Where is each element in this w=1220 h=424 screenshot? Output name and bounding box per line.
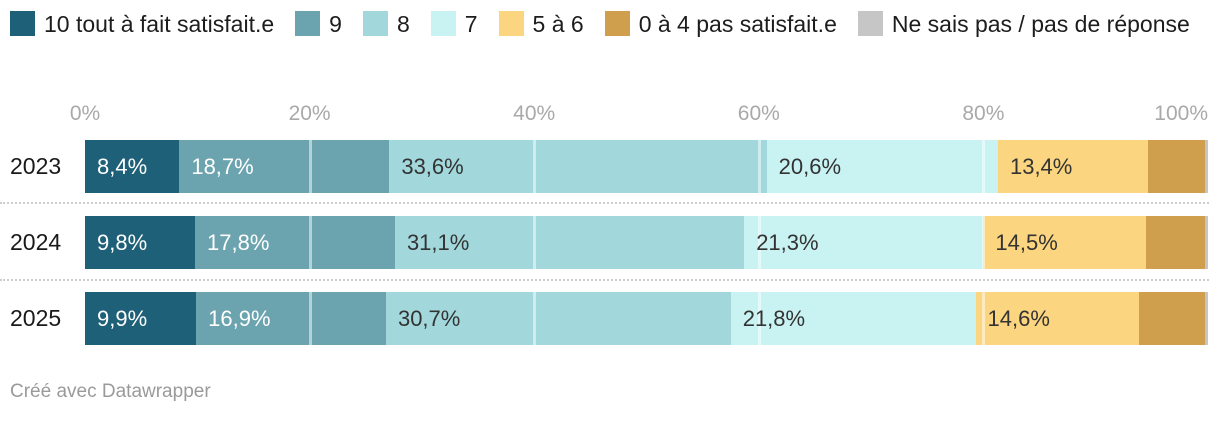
axis-tick-label: 20% <box>288 102 331 125</box>
legend-item-4: 5 à 6 <box>498 11 584 37</box>
segment-value-label: 9,8% <box>97 230 148 255</box>
gridline <box>533 140 537 193</box>
legend-label: 8 <box>396 11 410 37</box>
legend-item-2: 8 <box>362 11 410 37</box>
segment-value-label: 33,6% <box>401 154 464 179</box>
segment-value-label: 21,3% <box>756 230 819 255</box>
row-year-label: 2025 <box>10 305 62 331</box>
bar-segment-2: 31,1% <box>394 216 745 269</box>
bar-segment-0: 8,4% <box>85 140 180 193</box>
gridline <box>308 140 312 193</box>
legend-swatch-icon <box>295 11 321 36</box>
bar-segment-0: 9,9% <box>85 292 197 345</box>
bar-segment-3: 21,3% <box>744 216 984 269</box>
gridline <box>982 140 986 193</box>
legend-swatch-icon <box>498 11 524 36</box>
bar-row-2025: 2025 9,9% 16,9% 30,7% 21,8% 14,6% <box>0 292 1220 345</box>
axis-tick-label: 80% <box>962 102 1005 125</box>
bar-segment-4: 14,6% <box>975 292 1140 345</box>
legend-label: 9 <box>329 11 342 37</box>
segment-value-label: 14,5% <box>995 230 1058 255</box>
x-axis: 0% 20% 40% 60% 80% 100% <box>70 102 1208 128</box>
segment-value-label: 9,9% <box>97 306 148 331</box>
legend-swatch-icon <box>430 11 456 36</box>
legend-label: 10 tout à fait satisfait.e <box>44 11 275 37</box>
legend: 10 tout à fait satisfait.e 9 8 7 5 à 6 0 à 4 … <box>10 2 1212 46</box>
axis-tick-label: 60% <box>737 102 780 125</box>
stacked-bar: 9,9% 16,9% 30,7% 21,8% 14,6% <box>85 292 1208 345</box>
bar-segment-1: 17,8% <box>195 216 395 269</box>
bar-segment-2: 30,7% <box>385 292 731 345</box>
row-year-label: 2024 <box>10 229 62 255</box>
legend-label: 7 <box>464 11 478 37</box>
legend-swatch-icon <box>362 11 388 36</box>
bar-row-2023: 2023 8,4% 18,7% 33,6% 20,6% 13,4% <box>0 140 1220 193</box>
row-separator <box>0 202 1209 204</box>
legend-swatch-icon <box>857 11 883 36</box>
segment-value-label: 14,6% <box>987 306 1050 331</box>
gridline <box>982 216 986 269</box>
gridline <box>982 292 986 345</box>
segment-value-label: 18,7% <box>191 154 254 179</box>
gridline <box>757 292 761 345</box>
segment-value-label: 13,4% <box>1009 154 1073 179</box>
legend-label: Ne sais pas / pas de réponse <box>891 11 1190 37</box>
row-year-label: 2023 <box>10 153 62 179</box>
bar-segment-6 <box>1204 292 1208 345</box>
bar-segment-5 <box>1146 216 1205 269</box>
bar-segment-6 <box>1204 140 1208 193</box>
bar-segment-4: 13,4% <box>997 140 1149 193</box>
legend-label: 5 à 6 <box>532 11 584 37</box>
bar-segment-3: 20,6% <box>766 140 998 193</box>
bar-segment-6 <box>1204 216 1208 269</box>
gridline <box>533 216 537 269</box>
bar-segment-1: 18,7% <box>179 140 390 193</box>
segment-value-label: 30,7% <box>397 306 461 331</box>
segment-value-label: 31,1% <box>406 230 470 255</box>
datawrapper-credit: Créé avec Datawrapper <box>10 381 211 402</box>
segment-value-label: 16,9% <box>208 306 271 331</box>
legend-label: 0 à 4 pas satisfait.e <box>638 11 837 37</box>
gridline <box>308 292 312 345</box>
axis-tick-label: 100% <box>1154 102 1208 125</box>
stacked-bar: 8,4% 18,7% 33,6% 20,6% 13,4% <box>85 140 1208 193</box>
bar-segment-1: 16,9% <box>196 292 386 345</box>
bar-segment-0: 9,8% <box>85 216 196 269</box>
bar-segment-5 <box>1148 140 1205 193</box>
legend-item-1: 9 <box>295 11 342 37</box>
axis-tick-label: 40% <box>513 102 556 125</box>
bar-segment-5 <box>1139 292 1205 345</box>
legend-swatch-icon <box>10 11 35 36</box>
bar-segment-3: 21,8% <box>730 292 976 345</box>
segment-value-label: 20,6% <box>778 154 842 179</box>
bar-segment-4: 14,5% <box>983 216 1147 269</box>
legend-item-3: 7 <box>430 11 478 37</box>
row-separator <box>0 279 1209 281</box>
legend-item-5: 0 à 4 pas satisfait.e <box>604 11 837 37</box>
gridline <box>533 292 537 345</box>
bar-row-2024: 2024 9,8% 17,8% 31,1% 21,3% 14,5% <box>0 216 1220 269</box>
segment-value-label: 21,8% <box>742 306 806 331</box>
legend-item-6: Ne sais pas / pas de réponse <box>857 11 1190 37</box>
bar-segment-2: 33,6% <box>389 140 767 193</box>
stacked-bar: 9,8% 17,8% 31,1% 21,3% 14,5% <box>85 216 1208 269</box>
segment-value-label: 8,4% <box>97 154 148 179</box>
segment-value-label: 17,8% <box>207 230 270 255</box>
gridline <box>757 140 761 193</box>
gridline <box>757 216 761 269</box>
legend-swatch-icon <box>604 11 630 36</box>
gridline <box>308 216 312 269</box>
legend-item-0: 10 tout à fait satisfait.e <box>10 11 274 37</box>
axis-tick-label: 0% <box>69 102 101 125</box>
